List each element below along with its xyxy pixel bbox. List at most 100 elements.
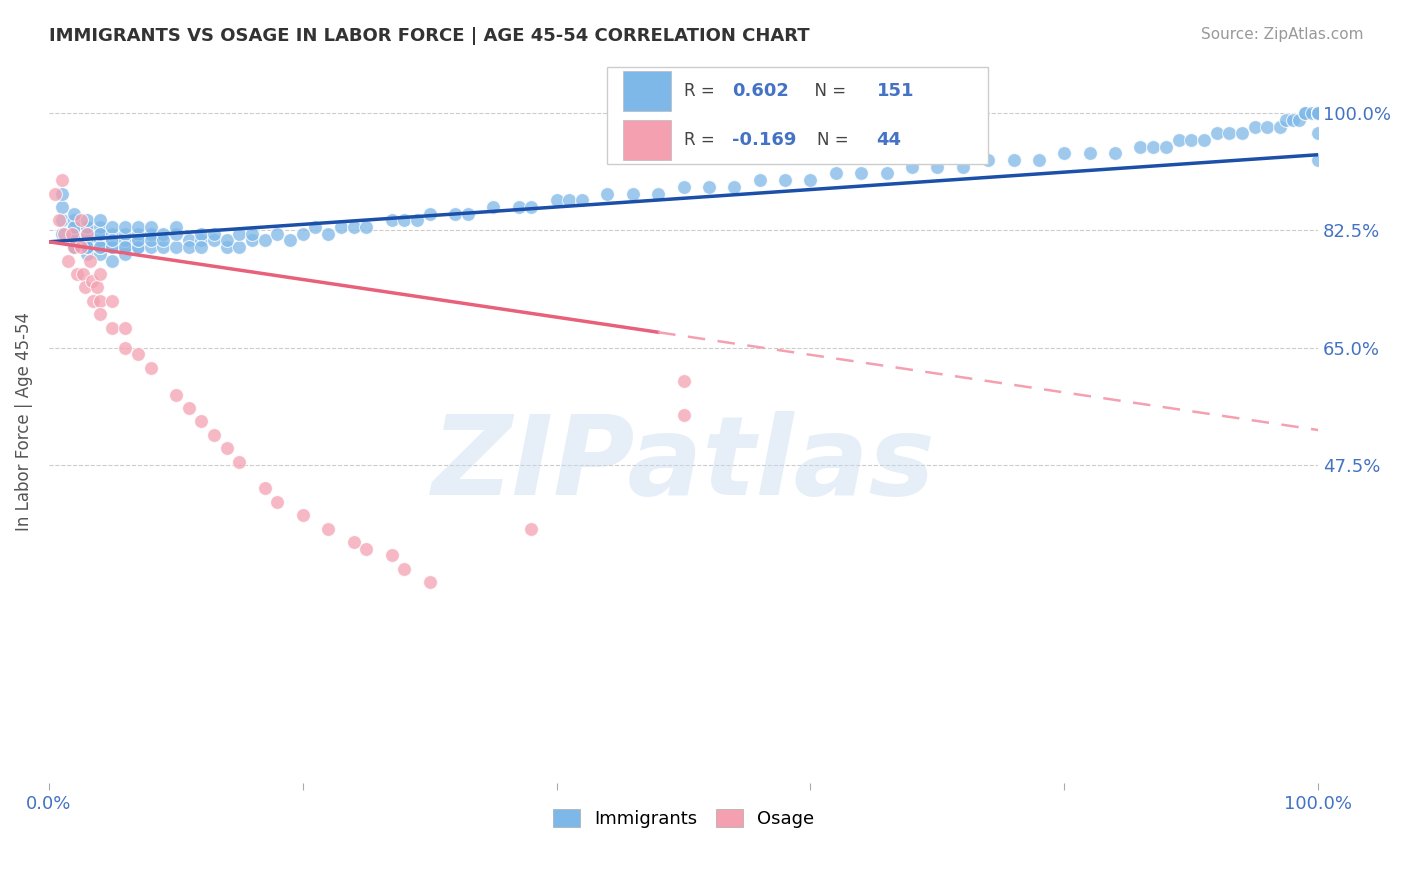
Point xyxy=(69,213,91,227)
Point xyxy=(228,227,250,241)
Point xyxy=(165,387,187,401)
Point xyxy=(571,194,593,208)
Point xyxy=(48,213,70,227)
Point xyxy=(1154,139,1177,153)
Point xyxy=(558,194,581,208)
Point xyxy=(927,160,949,174)
Point xyxy=(101,240,124,254)
Point xyxy=(1308,126,1330,140)
Point xyxy=(381,213,404,227)
Point xyxy=(63,220,86,235)
Point xyxy=(1294,106,1316,120)
Point xyxy=(127,234,149,248)
FancyBboxPatch shape xyxy=(623,120,671,160)
Point xyxy=(1308,106,1330,120)
Point xyxy=(799,173,821,187)
Point xyxy=(672,408,695,422)
Point xyxy=(1243,120,1265,134)
Point xyxy=(215,441,238,455)
Y-axis label: In Labor Force | Age 45-54: In Labor Force | Age 45-54 xyxy=(15,312,32,531)
Point xyxy=(101,234,124,248)
Point xyxy=(406,213,429,227)
Point xyxy=(342,535,364,549)
Point xyxy=(51,173,73,187)
Point xyxy=(89,227,111,241)
Point xyxy=(1078,146,1101,161)
Point xyxy=(190,227,212,241)
Point xyxy=(952,160,974,174)
Point xyxy=(621,186,644,201)
Point xyxy=(508,200,530,214)
Point xyxy=(89,234,111,248)
Point xyxy=(520,200,543,214)
Point xyxy=(1308,106,1330,120)
Point xyxy=(1268,120,1291,134)
Point xyxy=(89,307,111,321)
Point xyxy=(253,234,276,248)
Point xyxy=(127,347,149,361)
Point xyxy=(1308,106,1330,120)
Point xyxy=(1308,106,1330,120)
Point xyxy=(901,160,924,174)
Point xyxy=(101,227,124,241)
Point xyxy=(1308,106,1330,120)
Point xyxy=(60,227,83,241)
Point xyxy=(101,253,124,268)
Text: ZIPatlas: ZIPatlas xyxy=(432,411,935,518)
Point xyxy=(101,220,124,235)
Point xyxy=(165,227,187,241)
Point xyxy=(127,240,149,254)
Point xyxy=(851,166,873,180)
Point xyxy=(82,274,104,288)
Point xyxy=(51,200,73,214)
Point xyxy=(114,320,136,334)
Point xyxy=(114,220,136,235)
Point xyxy=(316,521,339,535)
Point xyxy=(381,549,404,563)
Point xyxy=(316,227,339,241)
Point xyxy=(76,213,98,227)
Point xyxy=(76,240,98,254)
Point xyxy=(266,227,288,241)
Point xyxy=(266,494,288,508)
Point xyxy=(101,293,124,308)
Point xyxy=(152,234,174,248)
Point xyxy=(79,253,101,268)
FancyBboxPatch shape xyxy=(623,71,671,112)
Point xyxy=(114,234,136,248)
Point xyxy=(190,414,212,428)
FancyBboxPatch shape xyxy=(607,67,988,164)
Point xyxy=(53,227,76,241)
Point xyxy=(546,194,568,208)
Point xyxy=(240,234,263,248)
Point xyxy=(177,240,200,254)
Point xyxy=(773,173,796,187)
Point xyxy=(1308,106,1330,120)
Point xyxy=(139,234,162,248)
Point xyxy=(1308,106,1330,120)
Point xyxy=(63,220,86,235)
Point xyxy=(342,220,364,235)
Point xyxy=(177,401,200,415)
Point xyxy=(114,240,136,254)
Text: IMMIGRANTS VS OSAGE IN LABOR FORCE | AGE 45-54 CORRELATION CHART: IMMIGRANTS VS OSAGE IN LABOR FORCE | AGE… xyxy=(49,27,810,45)
Point xyxy=(56,253,79,268)
Point xyxy=(63,240,86,254)
Point xyxy=(63,207,86,221)
Point xyxy=(202,227,225,241)
Point xyxy=(139,227,162,241)
Point xyxy=(89,293,111,308)
Point xyxy=(1002,153,1025,167)
Point xyxy=(101,320,124,334)
Point xyxy=(1308,106,1330,120)
Point xyxy=(356,541,378,556)
Point xyxy=(76,227,98,241)
Point xyxy=(1192,133,1215,147)
Point xyxy=(1129,139,1152,153)
Point xyxy=(66,267,89,281)
Point xyxy=(1028,153,1050,167)
Point xyxy=(114,240,136,254)
Point xyxy=(520,521,543,535)
Text: 44: 44 xyxy=(876,131,901,149)
Point xyxy=(152,227,174,241)
